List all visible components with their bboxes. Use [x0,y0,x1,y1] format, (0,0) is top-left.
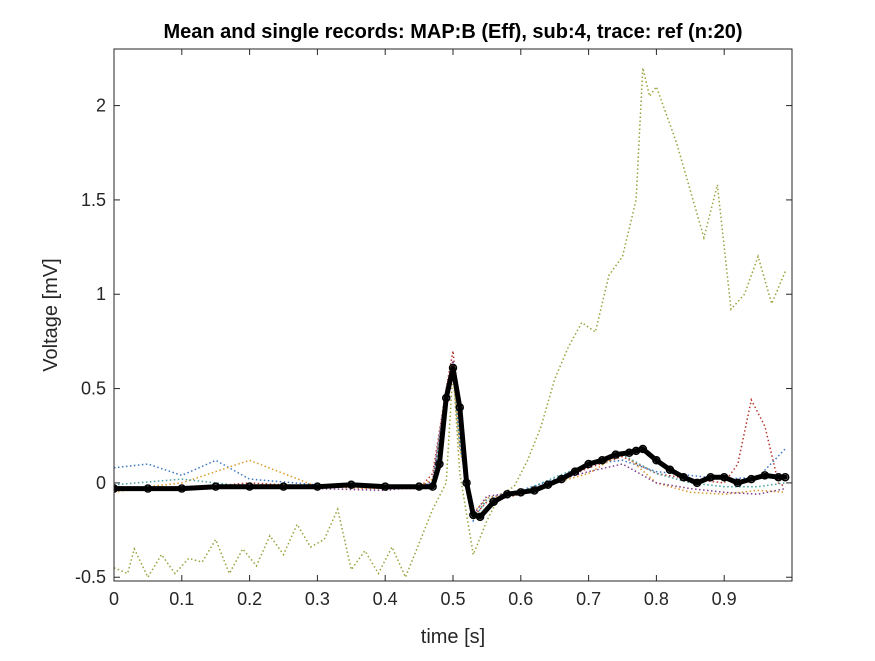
mean-series-point [462,478,471,488]
mean-series-point [347,480,356,490]
mean-series-point [428,482,437,491]
x-tick-label: 0.7 [576,589,601,609]
mean-series-point [380,482,390,491]
single-record-line [114,365,786,523]
x-tick-label: 0.9 [712,589,737,609]
mean-series-point [455,403,465,412]
x-tick-label: 0.6 [508,589,533,609]
mean-series-point [652,456,661,465]
mean-series-point [570,467,580,476]
single-record-line [114,67,786,580]
x-tick-label: 0.8 [644,589,669,609]
mean-series-point [679,472,688,482]
y-tick-label: 1.5 [81,190,106,210]
mean-series-point [584,459,593,469]
mean-series-point [211,482,220,491]
y-axis-label: Voltage [mV] [40,258,62,371]
mean-series-point [114,484,119,493]
y-tick-label: -0.5 [75,567,106,587]
y-axis: -0.5 0 0.5 1 1.5 2 [75,96,792,587]
mean-series-point [611,450,620,459]
mean-series-point [780,472,790,482]
mean-series-point [516,488,526,497]
y-tick-label: 0 [96,473,106,493]
mean-series-point [245,482,254,491]
x-tick-label: 0.3 [305,589,330,609]
mean-series-point [557,474,566,484]
x-tick-label: 0.4 [373,589,398,609]
series-group [114,67,790,580]
mean-series-point [597,456,607,465]
mean-series-line [114,365,788,520]
mean-series-point [747,474,756,484]
x-tick-label: 0.1 [169,589,194,609]
x-axis: 0 0.1 0.2 0.3 0.4 0.5 0.6 0.7 0.8 0.9 [109,49,737,609]
x-tick-label: 0.5 [440,589,465,609]
mean-series-point [530,486,539,495]
mean-series-point [414,482,424,491]
x-tick-label: 0 [109,589,119,609]
x-axis-label: time [s] [421,626,485,648]
mean-series-point [502,489,512,499]
mean-series-point [719,472,729,482]
mean-series-point [489,497,498,507]
mean-series-point [448,363,458,373]
mean-series-point [665,465,675,474]
mean-series-point [177,484,187,493]
mean-series-point [143,484,153,493]
plot-area [114,49,792,581]
mean-series-point [733,478,743,488]
mean-series-point [543,480,553,490]
mean-series-point [760,471,770,480]
mean-series-point [692,478,702,488]
y-tick-label: 2 [96,96,106,116]
y-tick-label: 0.5 [81,379,106,399]
chart-title: Mean and single records: MAP:B (Eff), su… [164,21,743,43]
x-tick-label: 0.2 [237,589,262,609]
mean-series-point [441,393,451,403]
series-layer [114,67,790,580]
y-tick-label: 1 [96,284,106,304]
mean-series-point [313,482,322,491]
mean-series-point [706,472,715,482]
mean-series-point [435,459,444,469]
mean-series-point [638,444,648,454]
mean-series-point [475,512,485,522]
mean-series-point [279,482,288,491]
